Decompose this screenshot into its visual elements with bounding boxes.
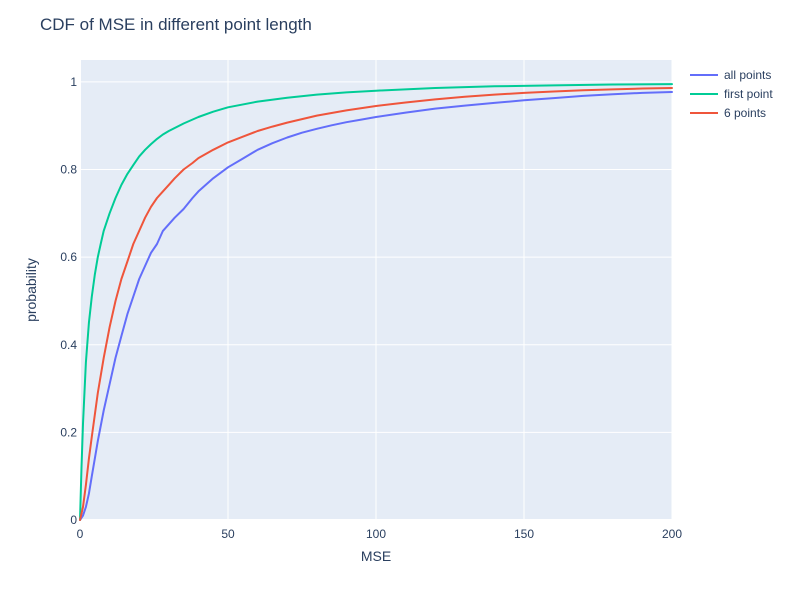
series-lines [79,83,673,521]
legend-label: all points [724,68,771,82]
series-line-all-points [79,91,673,521]
series-line-6-points [79,87,673,521]
y-tick-label: 0.8 [60,163,77,177]
x-tick-label: 50 [221,527,235,541]
x-tick-label: 0 [77,527,84,541]
legend-label: first point [724,87,773,101]
series-line-first-point [79,83,673,521]
chart-title: CDF of MSE in different point length [40,15,312,34]
y-tick-label: 0.6 [60,250,77,264]
x-axis-label: MSE [361,548,391,564]
y-axis-label: probability [23,258,39,322]
x-tick-label: 100 [366,527,386,541]
y-tick-label: 0 [70,513,77,527]
y-tick-label: 0.4 [60,338,77,352]
legend-label: 6 points [724,106,766,120]
y-tick-label: 0.2 [60,425,77,439]
legend-item-first-point[interactable]: first point [690,87,773,101]
y-tick-label: 1 [70,75,77,89]
legend-item-all-points[interactable]: all points [690,68,771,82]
x-tick-label: 200 [662,527,682,541]
legend-item-6-points[interactable]: 6 points [690,106,766,120]
legend[interactable]: all points first point 6 points [690,68,773,120]
x-tick-label: 150 [514,527,534,541]
tick-labels: 0 50 100 150 200 0 0.2 0.4 0.6 0.8 1 [60,75,682,541]
grid-lines [79,60,673,521]
